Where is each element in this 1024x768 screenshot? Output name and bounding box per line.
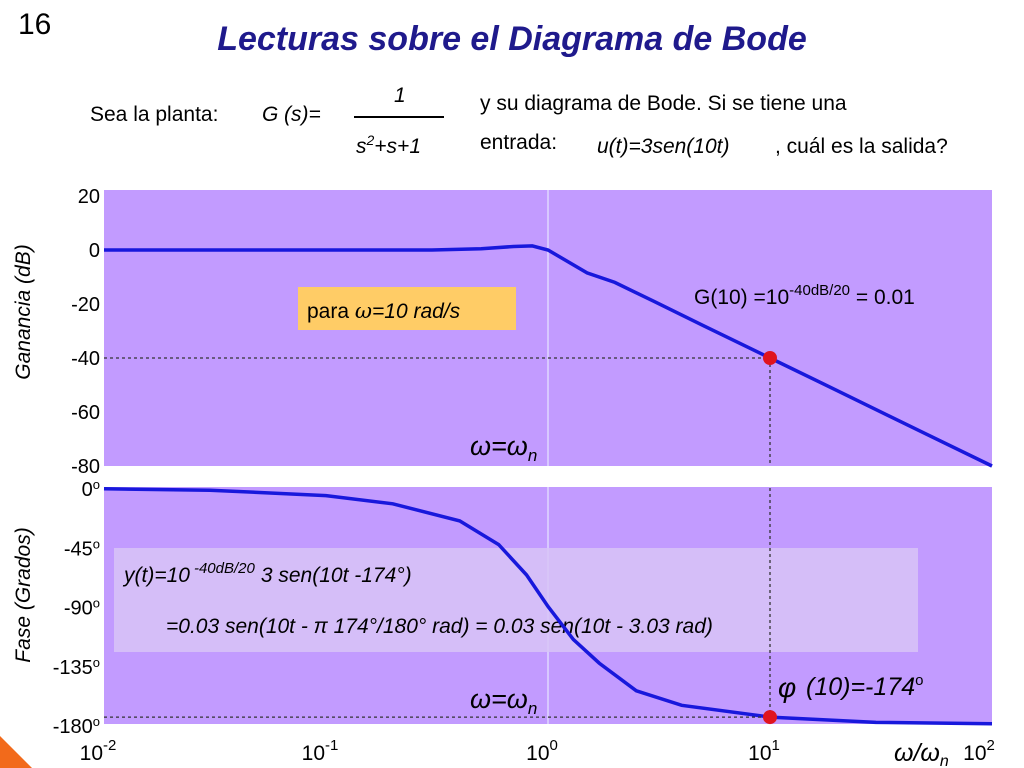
note-omega: ω	[355, 299, 372, 323]
phase-value: (10)=-174o	[806, 672, 923, 701]
corner-decoration	[0, 736, 32, 768]
phase-ytick-label: 0o	[82, 477, 100, 501]
phase-series-line	[103, 487, 993, 726]
note-box	[298, 287, 516, 330]
phase-marker-point	[763, 710, 777, 725]
eq1-b: 3 sen(10t -174°)	[261, 564, 412, 587]
x-axis-label: ω/ωn	[894, 739, 949, 768]
gain-tail: = 0.01	[850, 286, 915, 309]
phase-ytick-label: -135o	[53, 655, 100, 679]
plant-g: G	[262, 103, 279, 126]
phase-ytick-label: -90o	[64, 596, 100, 620]
magnitude-y-ticks: 20 0 -20 -40 -60 -80	[71, 186, 100, 478]
den-rest: +s+1	[374, 135, 422, 158]
question: , cuál es la salida?	[775, 135, 948, 158]
x-axis-ticks: 10-2 10-1 100 101 102	[80, 737, 995, 765]
intro-line2: entrada:	[480, 131, 558, 154]
den-exp: 2	[366, 132, 375, 148]
fraction-bar	[354, 116, 444, 118]
plant-prefix: Sea la planta:	[90, 103, 219, 126]
x-tick-label: 10-2	[80, 737, 117, 765]
tf-denominator: s2+s+1	[356, 132, 421, 159]
x-tick-label: 101	[748, 737, 780, 765]
input-function: u(t)=3sen(10t)	[597, 135, 730, 158]
tf-numerator: 1	[394, 84, 406, 107]
magnitude-series-line	[104, 244, 993, 468]
magnitude-ylabel: Ganancia (dB)	[12, 244, 35, 379]
plant-s: (s)=	[284, 103, 321, 126]
omega-n-label-phase: ω=ωn	[470, 684, 537, 718]
magnitude-ytick-label: 0	[89, 240, 100, 262]
x-tick-label: 10-1	[302, 737, 339, 765]
x-tick-label: 102	[963, 737, 995, 765]
equation-line2: =0.03 sen(10t - π 174°/180° rad) = 0.03 …	[166, 615, 713, 638]
magnitude-ytick-label: -40	[71, 348, 100, 370]
phase-ytick-label: -180o	[53, 714, 100, 738]
gain-exp: -40dB/20	[789, 282, 850, 299]
phase-y-ticks: 0o -45o -90o -135o -180o	[53, 477, 100, 738]
magnitude-ytick-label: -80	[71, 456, 100, 478]
phase-ylabel: Fase (Grados)	[12, 527, 35, 662]
gain-main: G(10) =10	[694, 286, 789, 309]
slide-number: 16	[18, 8, 52, 41]
phase-ytick-label: -45o	[64, 536, 100, 560]
den-s: s	[356, 135, 367, 158]
magnitude-marker-point	[763, 351, 777, 365]
eq1-exp: -40dB/20	[194, 560, 256, 577]
magnitude-ytick-label: 20	[78, 186, 100, 208]
magnitude-ytick-label: -20	[71, 294, 100, 316]
x-tick-label: 100	[526, 737, 558, 765]
eq1-a: y(t)=10	[122, 564, 190, 587]
gain-annotation: G(10) =10-40dB/20 = 0.01	[694, 282, 915, 309]
intro-line1: y su diagrama de Bode. Si se tiene una	[480, 92, 847, 115]
slide-title: Lecturas sobre el Diagrama de Bode	[217, 20, 807, 58]
magnitude-ytick-label: -60	[71, 402, 100, 424]
equation-line1: y(t)=10 -40dB/20 3 sen(10t -174°)	[122, 560, 412, 587]
phase-phi-symbol: φ	[778, 672, 796, 703]
note-text: para ω=10 rad/s	[307, 299, 461, 323]
omega-n-label-magnitude: ω=ωn	[470, 431, 537, 465]
